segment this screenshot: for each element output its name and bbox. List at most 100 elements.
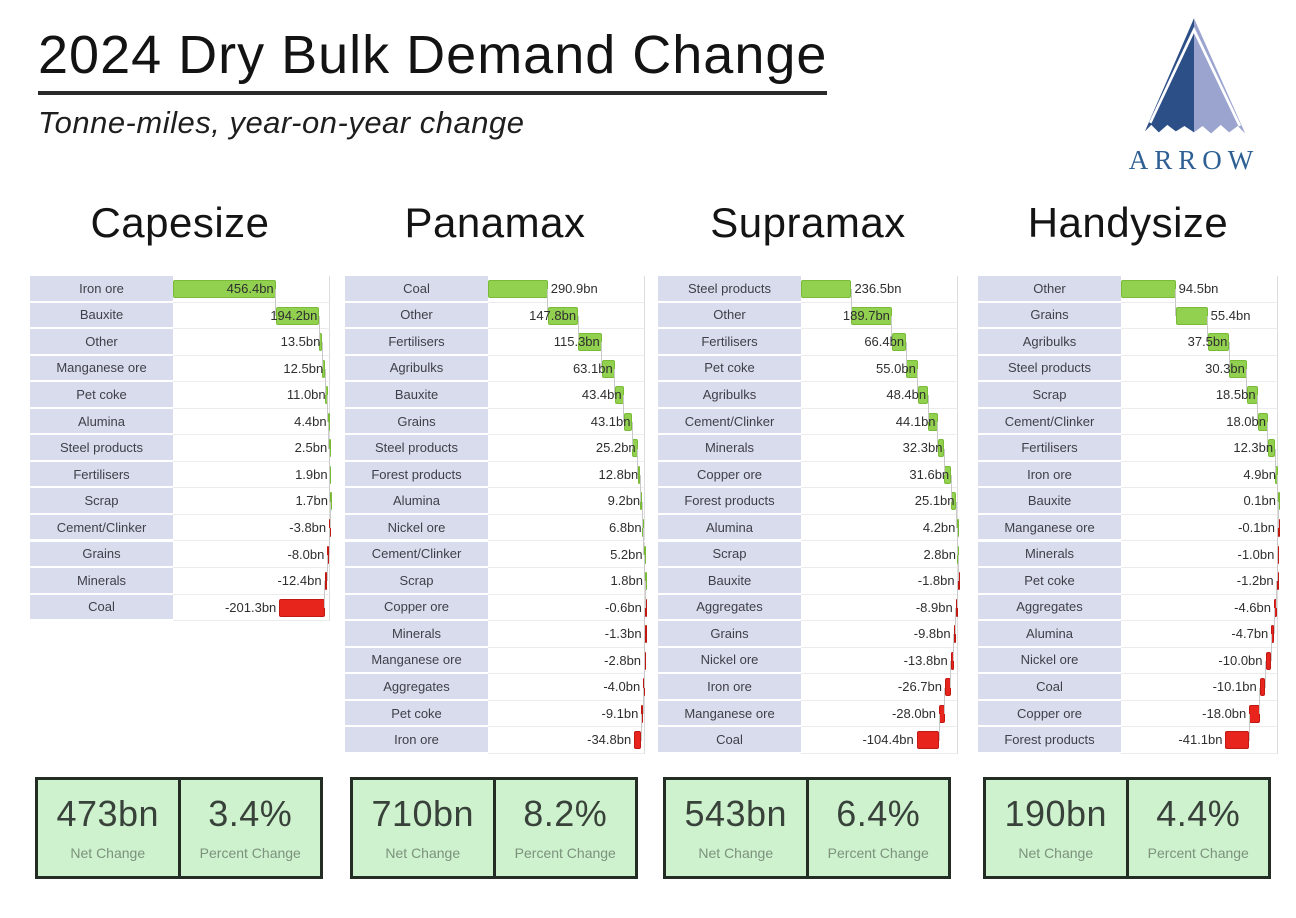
- table-row: Manganese ore -0.1bn: [978, 514, 1280, 555]
- plot-cell: -4.7bn: [1121, 621, 1278, 661]
- value-label: -8.9bn: [915, 599, 953, 615]
- plot-cell: 115.3bn: [488, 329, 645, 369]
- waterfall-connector: [1257, 395, 1259, 422]
- waterfall-connector: [938, 714, 940, 741]
- category-label: Forest products: [345, 461, 488, 489]
- category-label: Scrap: [658, 541, 801, 569]
- value-label: 43.4bn: [581, 387, 622, 403]
- table-row: Other 94.5bn: [978, 276, 1278, 316]
- category-label: Alumina: [978, 621, 1121, 648]
- category-label: Iron ore: [30, 276, 173, 303]
- table-row: Iron ore 456.4bn: [30, 276, 330, 316]
- table-row: Grains -9.8bn: [658, 621, 958, 661]
- category-label: Steel products: [345, 435, 488, 462]
- waterfall-connector: [329, 501, 331, 529]
- table-row: Alumina 9.2bn: [345, 488, 645, 529]
- plot-cell: 55.4bn: [1121, 302, 1278, 343]
- category-label: Bauxite: [658, 568, 801, 595]
- plot-cell: 456.4bn: [173, 276, 330, 316]
- category-label: Other: [30, 329, 173, 356]
- positive-bar: [951, 492, 957, 511]
- waterfall-connector: [950, 660, 952, 688]
- table-row: Other 147.8bn: [345, 302, 645, 343]
- value-label: -4.0bn: [603, 679, 641, 695]
- table-row: Bauxite 0.1bn: [978, 488, 1280, 529]
- category-label: Bauxite: [30, 302, 173, 330]
- value-label: -10.1bn: [1212, 679, 1257, 695]
- plot-cell: -4.0bn: [488, 674, 646, 715]
- plot-cell: 4.9bn: [1121, 461, 1279, 502]
- value-label: -1.3bn: [604, 626, 642, 642]
- table-row: Scrap 1.7bn: [30, 488, 332, 529]
- waterfall-connector: [1259, 687, 1261, 715]
- waterfall-connector: [637, 448, 639, 476]
- plot-cell: 1.8bn: [488, 568, 647, 608]
- plot-cell: 5.2bn: [488, 541, 646, 582]
- percent-change-box: 6.4% Percent Change: [809, 780, 949, 876]
- plot-cell: 13.5bn: [173, 329, 330, 369]
- table-row: Iron ore -26.7bn: [658, 674, 958, 715]
- plot-cell: -26.7bn: [801, 674, 958, 715]
- table-row: Agribulks 48.4bn: [658, 382, 958, 422]
- plot-cell: 1.9bn: [173, 461, 332, 502]
- value-label: -1.8bn: [917, 573, 955, 589]
- table-row: Aggregates -8.9bn: [658, 594, 958, 635]
- positive-bar: [1267, 439, 1276, 458]
- waterfall-table-supramax: Steel products 236.5bn Other 189.7bn Fertili…: [658, 276, 960, 754]
- table-row: Agribulks 37.5bn: [978, 329, 1278, 369]
- category-label: Aggregates: [978, 594, 1121, 622]
- waterfall-connector: [1277, 528, 1279, 555]
- waterfall-connector: [326, 554, 328, 582]
- table-row: Coal -10.1bn: [978, 674, 1278, 715]
- waterfall-connector: [957, 581, 959, 608]
- plot-cell: 32.3bn: [801, 435, 958, 476]
- positive-bar: [173, 280, 276, 298]
- plot-cell: 4.4bn: [173, 408, 330, 449]
- positive-bar: [1121, 280, 1176, 298]
- arrow-logo-icon: [1144, 18, 1246, 134]
- class-header-handysize: Handysize: [1027, 199, 1229, 246]
- value-label: -1.0bn: [1237, 546, 1275, 562]
- plot-cell: 48.4bn: [801, 382, 958, 422]
- value-label: 194.2bn: [270, 307, 318, 323]
- plot-cell: -3.8bn: [173, 514, 332, 555]
- plot-cell: 194.2bn: [173, 302, 330, 343]
- plot-cell: -0.1bn: [1121, 514, 1280, 555]
- net-change-caption: Net Change: [70, 845, 146, 861]
- waterfall-connector: [601, 342, 603, 369]
- table-row: Pet coke 11.0bn: [30, 382, 330, 422]
- category-label: Copper ore: [978, 700, 1121, 728]
- summary-panamax: 710bn Net Change 8.2% Percent Change: [350, 777, 638, 879]
- plot-cell: 147.8bn: [488, 302, 645, 343]
- category-label: Fertilisers: [30, 461, 173, 489]
- positive-bar: [1257, 412, 1268, 431]
- title-block: 2024 Dry Bulk Demand Change Tonne-miles,…: [38, 25, 828, 141]
- table-row: Forest products 25.1bn: [658, 488, 958, 529]
- percent-change-value: 6.4%: [836, 793, 921, 834]
- category-label: Bauxite: [345, 382, 488, 409]
- plot-cell: -2.8bn: [488, 647, 647, 688]
- table-row: Minerals 32.3bn: [658, 435, 958, 476]
- positive-bar: [640, 492, 643, 511]
- value-label: -0.6bn: [605, 599, 642, 615]
- positive-bar: [547, 306, 579, 325]
- waterfall-connector: [956, 528, 958, 555]
- plot-cell: 25.2bn: [488, 435, 645, 476]
- category-label: Other: [658, 302, 801, 330]
- category-label: Nickel ore: [345, 514, 488, 542]
- table-row: Alumina 4.4bn: [30, 408, 330, 449]
- value-label: 66.4bn: [864, 334, 905, 350]
- plot-cell: -1.3bn: [488, 621, 647, 661]
- category-label: Pet coke: [345, 700, 488, 728]
- value-label: -9.8bn: [913, 626, 951, 642]
- negative-bar: [916, 731, 940, 750]
- plot-cell: 18.5bn: [1121, 382, 1278, 422]
- waterfall-connector: [1274, 448, 1276, 476]
- plot-cell: -8.9bn: [801, 594, 958, 635]
- waterfall-connector: [623, 395, 625, 422]
- category-label: Grains: [30, 541, 173, 569]
- waterfall-connector: [850, 289, 852, 316]
- category-label: Grains: [345, 408, 488, 436]
- table-row: Copper ore -18.0bn: [978, 700, 1278, 741]
